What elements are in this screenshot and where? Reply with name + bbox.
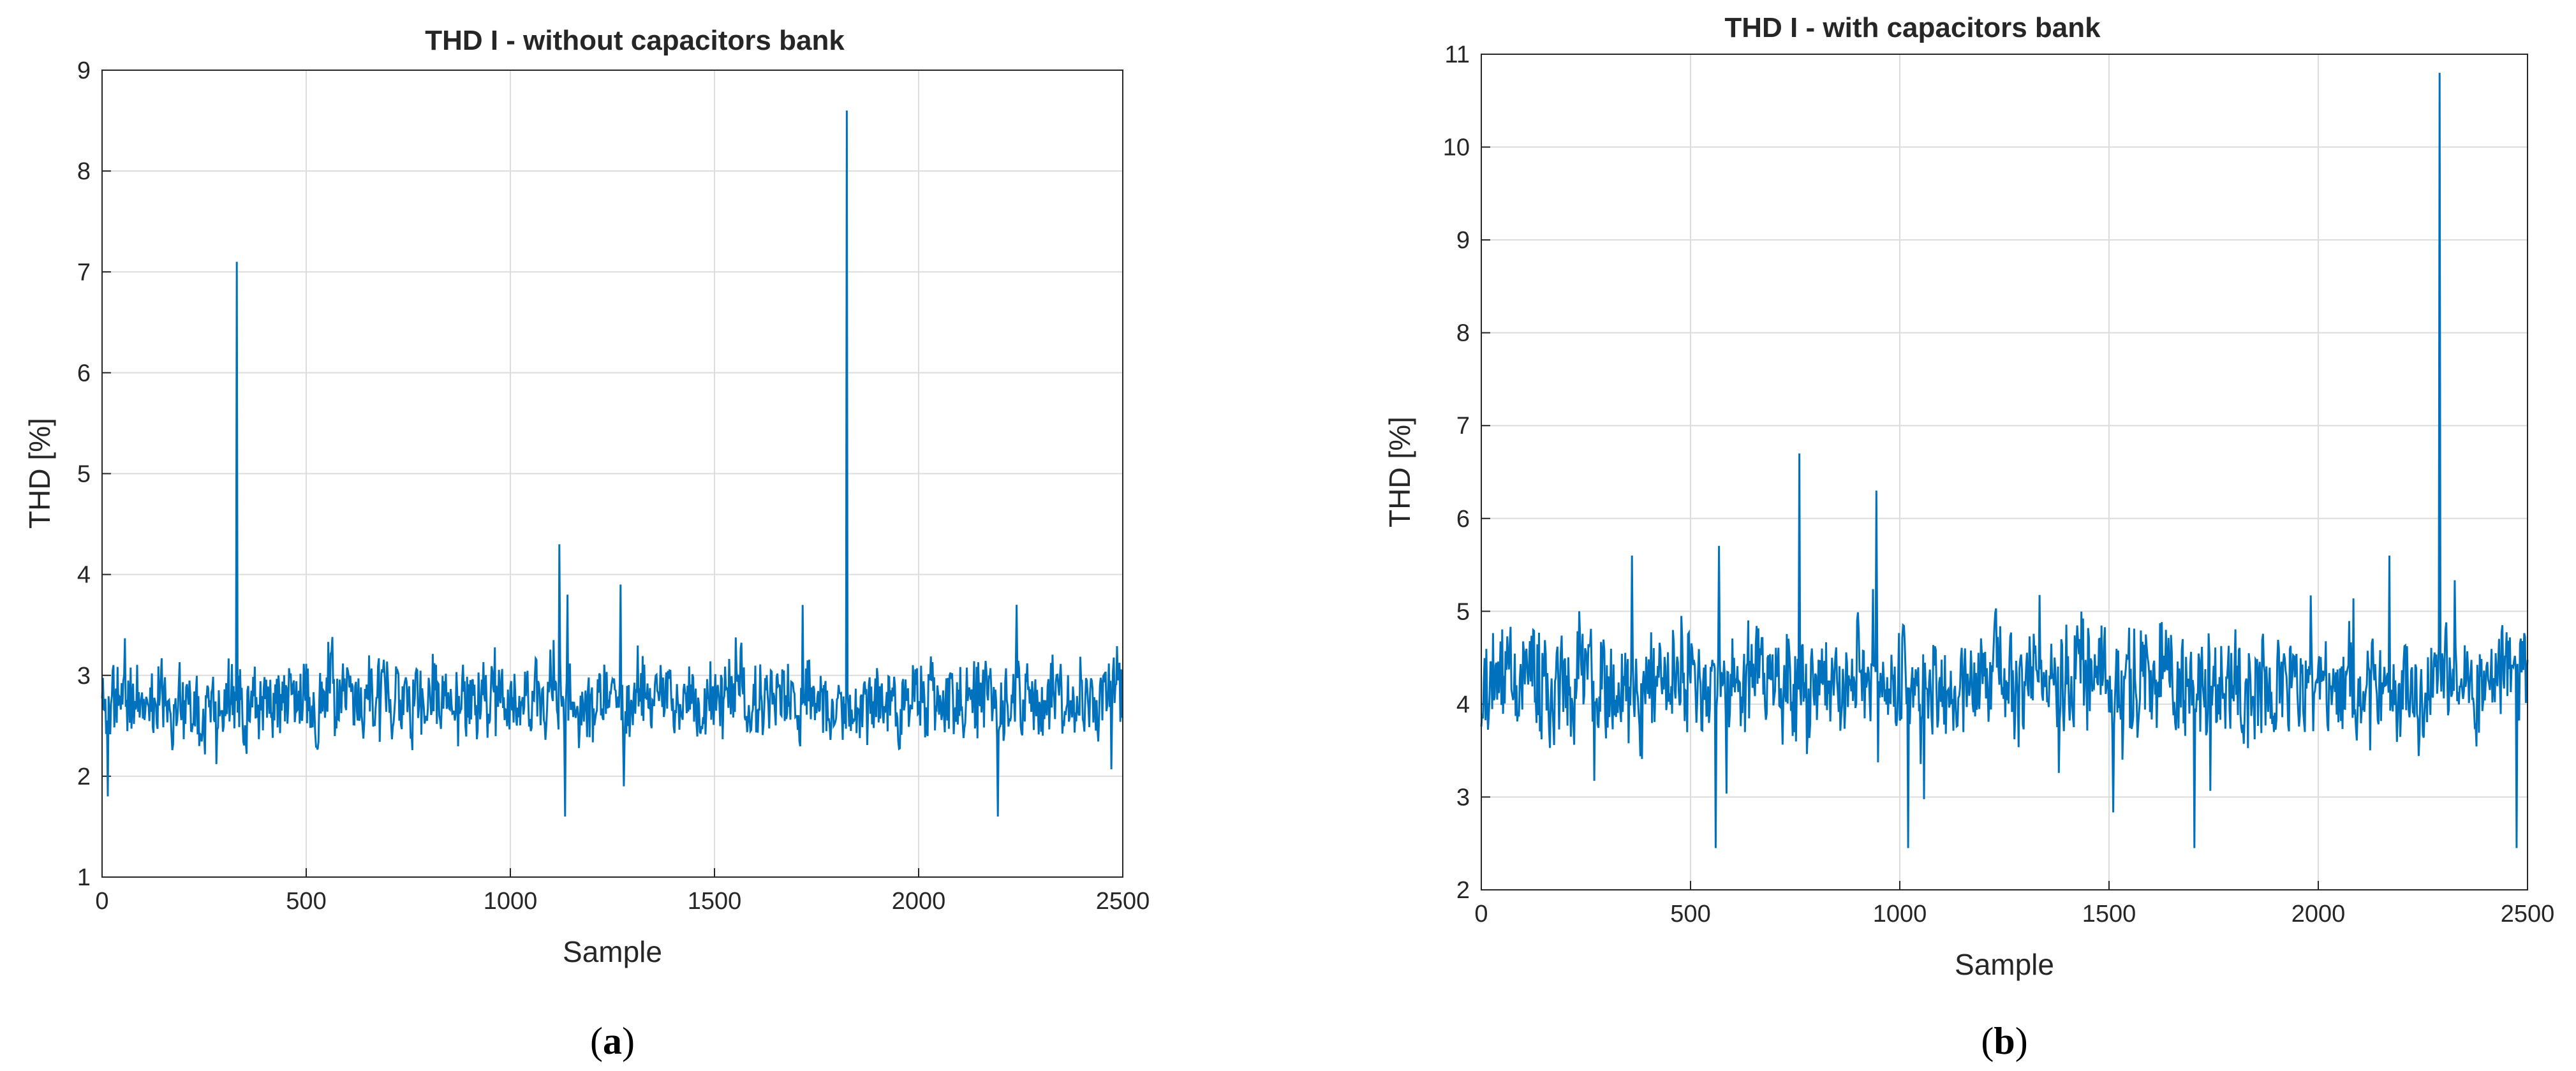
series-line <box>101 110 1124 817</box>
y-tick-label: 3 <box>77 663 91 690</box>
y-tick-label: 2 <box>1456 877 1470 904</box>
plot-frame <box>1481 54 2528 890</box>
y-tick-label: 7 <box>1456 413 1470 439</box>
chart-panel-b: THD I - with capacitors bank 0 500 1000 150… <box>1383 12 2554 1062</box>
y-tick-label: 4 <box>1456 691 1470 718</box>
x-axis-label: Sample <box>563 935 662 968</box>
x-tick-label: 2000 <box>2291 901 2346 927</box>
plot-frame <box>101 70 1123 878</box>
x-tick-label: 0 <box>95 888 108 915</box>
x-tick-label: 1500 <box>688 888 742 915</box>
x-tick-label: 2500 <box>2501 901 2555 927</box>
y-tick-label: 8 <box>1456 320 1470 347</box>
x-tick-label: 2500 <box>1096 888 1150 915</box>
y-tick-label: 9 <box>1456 227 1470 254</box>
chart-title: THD I - without capacitors bank <box>425 25 845 56</box>
series-line <box>1480 73 2529 848</box>
x-tick-label: 2000 <box>892 888 946 915</box>
chart-panel-a: THD I - without capacitors bank 0 500 1000… <box>23 25 1150 1062</box>
y-tick-label: 6 <box>1456 506 1470 533</box>
panel-caption-a: (a) <box>590 1020 635 1062</box>
y-tick-label: 7 <box>77 259 91 286</box>
tick-labels: 0 500 1000 1500 2000 2500 1 2 3 4 5 6 7 8 9 <box>77 57 1150 915</box>
y-tick-label: 10 <box>1443 135 1470 161</box>
y-tick-label: 9 <box>77 57 91 84</box>
plot-area <box>1481 54 2528 890</box>
y-tick-label: 5 <box>77 461 91 488</box>
y-tick-label: 1 <box>77 864 91 891</box>
x-tick-label: 1000 <box>484 888 538 915</box>
x-tick-label: 500 <box>1670 901 1710 927</box>
x-tick-label: 0 <box>1474 901 1488 927</box>
y-tick-label: 5 <box>1456 598 1470 625</box>
chart-title: THD I - with capacitors bank <box>1724 12 2101 43</box>
x-tick-label: 1500 <box>2082 901 2136 927</box>
x-axis-label: Sample <box>1955 948 2054 981</box>
panel-caption-b: (b) <box>1981 1020 2027 1062</box>
y-tick-label: 8 <box>77 158 91 185</box>
x-tick-label: 500 <box>286 888 326 915</box>
grid <box>102 70 1123 877</box>
y-tick-label: 6 <box>77 360 91 387</box>
y-axis-label: THD [%] <box>23 418 56 529</box>
y-axis-label: THD [%] <box>1383 417 1416 528</box>
y-tick-label: 11 <box>1445 41 1470 68</box>
y-tick-label: 4 <box>77 562 91 589</box>
y-tick-label: 3 <box>1456 784 1470 811</box>
x-tick-label: 1000 <box>1873 901 1927 927</box>
y-tick-label: 2 <box>77 764 91 790</box>
